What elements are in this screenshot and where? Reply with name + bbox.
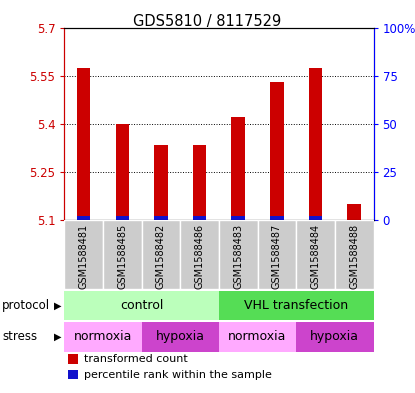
Bar (115, 216, 129, 220)
Bar (180, 220, 219, 289)
Text: GSM1588485: GSM1588485 (117, 224, 127, 289)
Bar (258, 220, 296, 289)
Bar (193, 216, 206, 220)
Bar (64, 220, 103, 289)
Text: hypoxia: hypoxia (310, 331, 359, 343)
Bar (347, 204, 361, 220)
Bar (64, 322, 142, 352)
Text: percentile rank within the sample: percentile rank within the sample (84, 370, 272, 380)
Text: GSM1588484: GSM1588484 (310, 224, 320, 288)
Text: GSM1588486: GSM1588486 (195, 224, 205, 288)
Bar (219, 322, 296, 352)
Bar (296, 322, 374, 352)
Bar (309, 216, 322, 220)
Bar (270, 216, 283, 220)
Bar (142, 322, 219, 352)
Text: control: control (120, 299, 164, 312)
Bar (219, 291, 374, 320)
Text: ▶: ▶ (54, 332, 61, 342)
Bar (219, 220, 258, 289)
Bar (335, 220, 374, 289)
Text: normoxia: normoxia (228, 331, 287, 343)
Bar (77, 68, 90, 220)
Bar (309, 68, 322, 220)
Text: GSM1588482: GSM1588482 (156, 224, 166, 289)
Text: protocol: protocol (2, 299, 50, 312)
Text: ▶: ▶ (54, 301, 61, 311)
Bar (296, 220, 335, 289)
Text: hypoxia: hypoxia (156, 331, 205, 343)
Bar (142, 220, 180, 289)
Bar (232, 118, 245, 220)
Text: VHL transfection: VHL transfection (244, 299, 348, 312)
Text: transformed count: transformed count (84, 354, 188, 364)
Bar (77, 216, 90, 220)
Text: GDS5810 / 8117529: GDS5810 / 8117529 (133, 14, 282, 29)
Text: GSM1588488: GSM1588488 (349, 224, 359, 288)
Bar (64, 291, 219, 320)
Text: GSM1588487: GSM1588487 (272, 224, 282, 289)
Bar (193, 145, 206, 220)
Bar (232, 216, 245, 220)
Bar (154, 216, 168, 220)
Bar (103, 220, 142, 289)
Bar (154, 145, 168, 220)
Bar (270, 82, 283, 220)
Text: normoxia: normoxia (74, 331, 132, 343)
Text: GSM1588481: GSM1588481 (79, 224, 89, 288)
Text: stress: stress (2, 330, 37, 343)
Text: GSM1588483: GSM1588483 (233, 224, 243, 288)
Bar (115, 124, 129, 220)
